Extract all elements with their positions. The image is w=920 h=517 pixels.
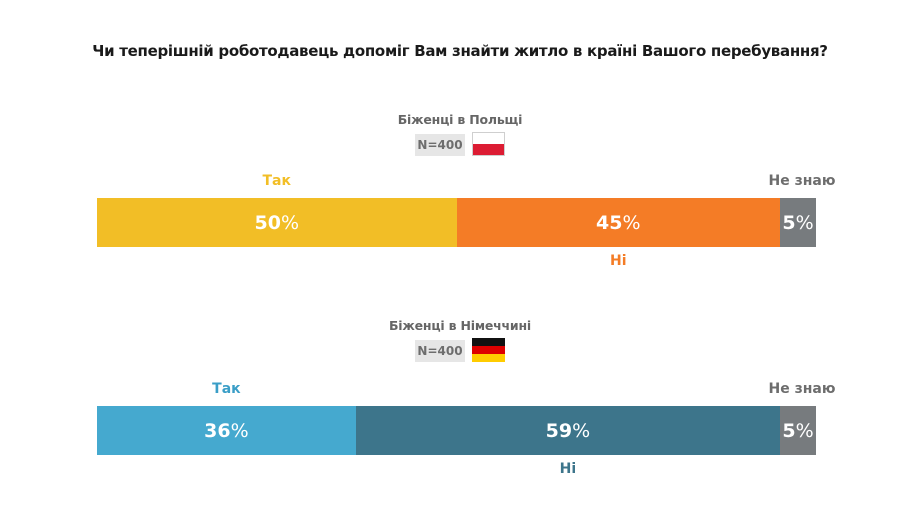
stacked-bar-poland: 50% 45% 5% (97, 198, 816, 247)
value-label-yes: 36 (204, 419, 231, 442)
bar-segment-dont-know: 5% (780, 198, 816, 247)
value-label-no: 59 (545, 419, 573, 442)
percent-sign: % (572, 419, 591, 442)
category-label-no: Ні (559, 461, 577, 477)
chart-title: Чи теперішній роботодавець допоміг Вам з… (92, 42, 828, 60)
percent-sign: % (280, 211, 299, 234)
bar-segment-no: 59% (355, 406, 781, 455)
value-label-dont-know: 5 (782, 211, 796, 234)
category-label-yes: Так (212, 381, 241, 397)
value-label-no: 45 (596, 211, 623, 234)
group-title-poland: Біженці в Польщі (397, 112, 523, 127)
poland-flag-icon (472, 132, 505, 156)
category-label-no: Ні (610, 253, 627, 269)
germany-flag-icon (472, 338, 505, 362)
bar-segment-no: 45% (456, 198, 781, 247)
stacked-bar-germany: 36% 59% 5% (97, 406, 816, 455)
category-label-dont-know: Не знаю (768, 381, 836, 397)
percent-sign: % (795, 419, 814, 442)
value-label-yes: 50 (254, 211, 281, 234)
percent-sign: % (622, 211, 641, 234)
value-label-dont-know: 5 (782, 419, 796, 442)
bar-segment-yes: 50% (97, 198, 457, 247)
category-label-yes: Так (262, 173, 292, 189)
percent-sign: % (230, 419, 249, 442)
bar-segment-dont-know: 5% (780, 406, 816, 455)
sample-size-badge-germany: N=400 (415, 340, 465, 362)
percent-sign: % (795, 211, 814, 234)
sample-size-badge-poland: N=400 (415, 134, 465, 156)
bar-segment-yes: 36% (97, 406, 356, 455)
category-label-dont-know: Не знаю (768, 173, 836, 189)
group-title-germany: Біженці в Німеччині (388, 318, 531, 333)
